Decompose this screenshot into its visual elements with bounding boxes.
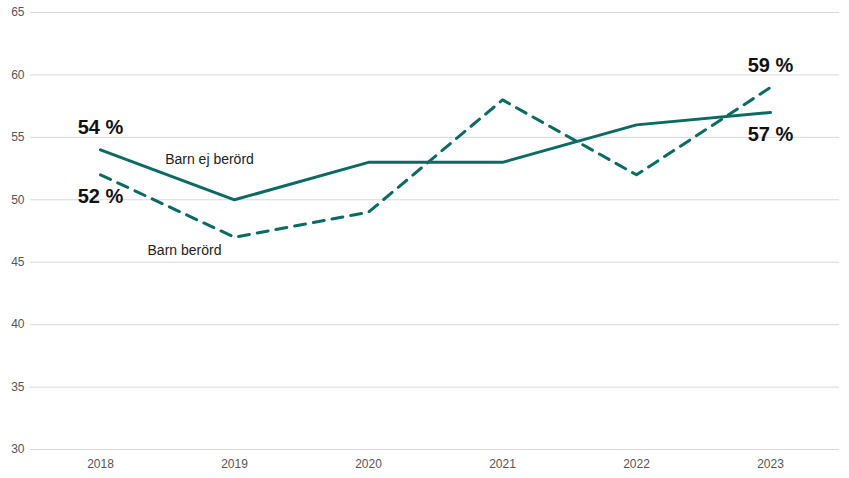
- svg-text:40: 40: [11, 317, 25, 331]
- svg-text:2018: 2018: [87, 457, 114, 471]
- svg-text:2022: 2022: [623, 457, 650, 471]
- svg-text:57 %: 57 %: [748, 123, 794, 145]
- svg-text:50: 50: [11, 193, 25, 207]
- svg-text:65: 65: [11, 5, 25, 19]
- svg-text:2021: 2021: [489, 457, 516, 471]
- svg-text:Barn ej berörd: Barn ej berörd: [165, 151, 254, 167]
- svg-text:2019: 2019: [221, 457, 248, 471]
- svg-text:Barn berörd: Barn berörd: [148, 242, 222, 258]
- svg-text:2020: 2020: [355, 457, 382, 471]
- svg-text:52 %: 52 %: [78, 185, 124, 207]
- svg-text:30: 30: [11, 442, 25, 456]
- svg-text:60: 60: [11, 68, 25, 82]
- svg-text:59 %: 59 %: [748, 54, 794, 76]
- svg-text:35: 35: [11, 380, 25, 394]
- svg-text:2023: 2023: [757, 457, 784, 471]
- svg-text:45: 45: [11, 255, 25, 269]
- svg-text:54 %: 54 %: [78, 116, 124, 138]
- svg-text:55: 55: [11, 130, 25, 144]
